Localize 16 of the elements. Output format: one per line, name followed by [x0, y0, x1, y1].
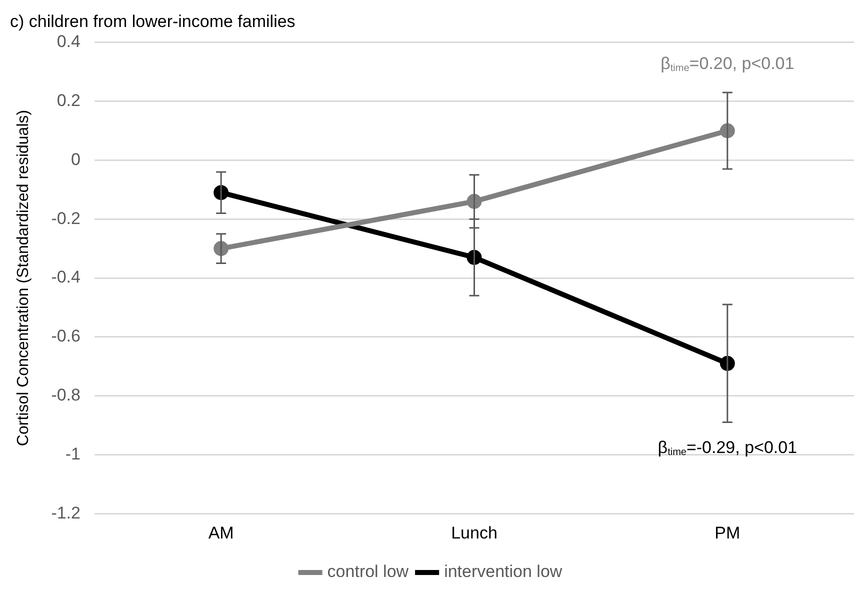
- chart-title: c) children from lower-income families: [10, 12, 296, 31]
- y-tick-label: 0: [71, 150, 80, 169]
- y-tick-label: -0.6: [51, 326, 80, 346]
- x-tick-label: Lunch: [451, 523, 498, 542]
- y-tick-label: 0.2: [56, 90, 80, 110]
- y-tick-label: -0.4: [51, 268, 80, 287]
- y-tick-label: -1.2: [51, 503, 80, 522]
- y-tick-label: -1: [65, 444, 80, 464]
- legend-label: intervention low: [444, 562, 563, 582]
- x-tick-label: AM: [208, 523, 234, 542]
- y-tick-label: 0.4: [56, 32, 80, 52]
- legend-label: control low: [327, 562, 410, 582]
- y-tick-label: -0.8: [51, 385, 80, 404]
- y-tick-label: -0.2: [51, 208, 80, 228]
- x-tick-label: PM: [714, 523, 740, 542]
- y-axis-title: Cortisol Concentration (Standardized residuals): [15, 110, 32, 446]
